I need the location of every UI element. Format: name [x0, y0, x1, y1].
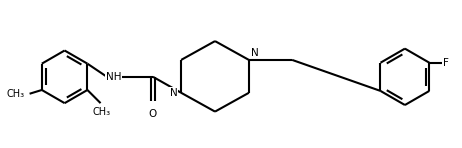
Text: O: O [149, 109, 157, 119]
Text: CH₃: CH₃ [7, 89, 25, 99]
Text: NH: NH [106, 72, 121, 82]
Text: N: N [170, 88, 177, 98]
Text: N: N [251, 48, 259, 58]
Text: CH₃: CH₃ [92, 107, 110, 117]
Text: F: F [444, 58, 450, 68]
